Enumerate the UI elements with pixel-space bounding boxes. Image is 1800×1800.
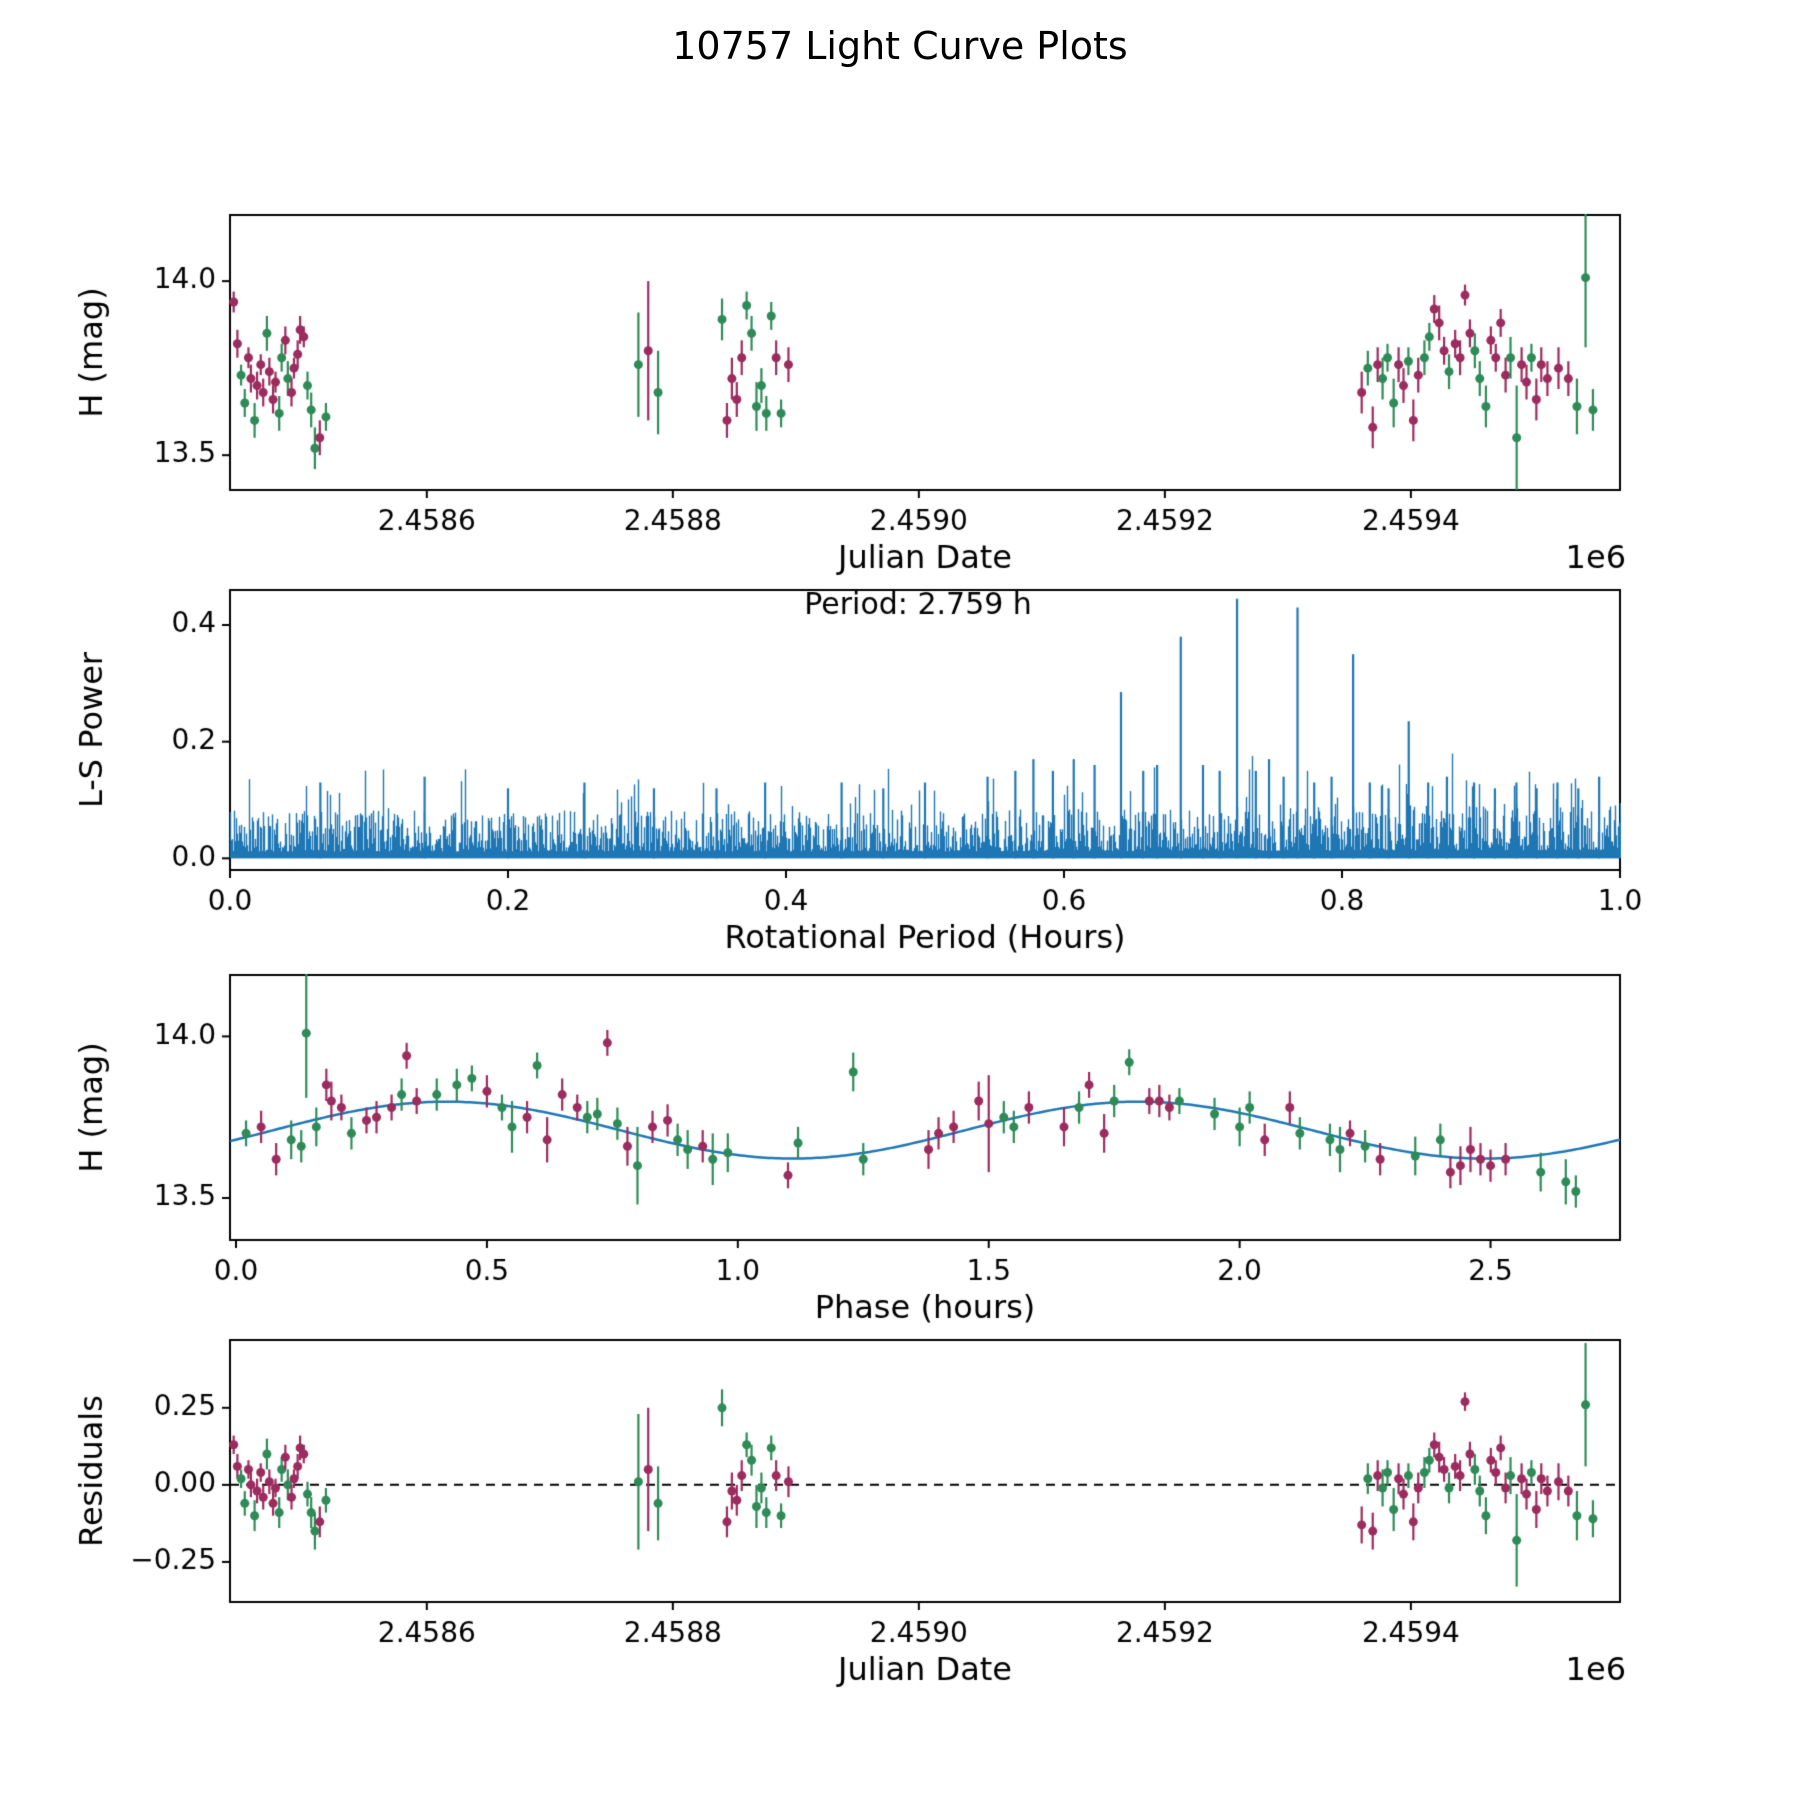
figure-title: 10757 Light Curve Plots (672, 24, 1128, 68)
panel-periodogram (0, 585, 1800, 960)
panel-residuals (0, 1330, 1800, 1800)
panel-lightcurve-jd (0, 0, 1800, 585)
panel-phased-lightcurve (0, 960, 1800, 1330)
